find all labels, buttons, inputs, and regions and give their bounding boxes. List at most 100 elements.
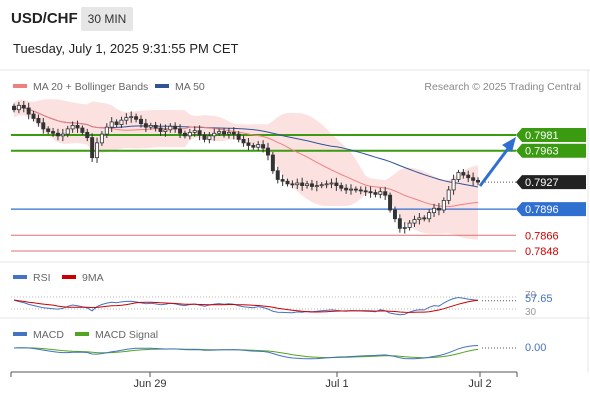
datetime-label: Tuesday, July 1, 2025 9:31:55 PM CET: [13, 41, 239, 56]
candle: [129, 111, 134, 123]
candle-body: [129, 116, 134, 119]
candle-body: [21, 104, 26, 109]
candle: [417, 213, 422, 225]
candle-body: [55, 132, 60, 137]
candle: [212, 128, 217, 141]
candle: [300, 177, 305, 191]
level-label-0.7981: 0.7981: [525, 130, 559, 142]
candle: [202, 131, 207, 143]
symbol-title: USD/CHF: [11, 10, 78, 27]
candle-body: [80, 127, 85, 133]
candle: [143, 118, 148, 132]
candle: [456, 169, 461, 183]
credit-label: Research © 2025 Trading Central: [424, 81, 581, 93]
candle: [192, 126, 197, 137]
candle: [329, 178, 334, 189]
candle: [158, 123, 163, 136]
candle: [85, 128, 90, 142]
candle-body: [217, 131, 222, 134]
candle: [226, 128, 231, 139]
candle: [261, 140, 266, 153]
candle-body: [187, 131, 192, 137]
levels-layer: 0.7981 0.7963 0.7927 0.7896 0.7866 0.7848: [11, 128, 586, 258]
candle: [265, 142, 270, 161]
candle-body: [339, 185, 344, 189]
candle: [182, 130, 187, 139]
candle-body: [90, 137, 95, 159]
level-label-0.7963: 0.7963: [525, 146, 559, 158]
candle: [21, 100, 26, 113]
candle: [407, 220, 412, 231]
candle-body: [265, 147, 270, 156]
rsi-ma-line: [13, 299, 479, 313]
candle-body: [471, 177, 476, 181]
candle: [422, 215, 427, 222]
candle-body: [392, 209, 397, 220]
candle: [217, 128, 222, 136]
candle: [197, 125, 202, 141]
forecast-arrow-head: [502, 137, 516, 152]
candle: [383, 186, 388, 200]
forecast-arrow-layer: [478, 137, 516, 187]
candles-layer: [12, 100, 480, 234]
ma20-legend-swatch: [13, 84, 27, 88]
level-tag-0.7896: [516, 202, 586, 217]
candle-body: [46, 128, 51, 132]
ma50-legend-swatch: [155, 84, 169, 88]
candle-body: [51, 131, 56, 134]
rsi-level-high: 70: [525, 290, 537, 301]
candle-body: [182, 132, 187, 137]
candle: [124, 113, 129, 125]
candle: [378, 187, 383, 199]
candle: [368, 186, 373, 198]
candle-body: [427, 212, 432, 220]
candle: [60, 128, 65, 142]
candle: [139, 115, 143, 128]
candle-body: [422, 217, 427, 220]
candle-body: [109, 121, 114, 128]
candle-body: [26, 107, 31, 115]
x-tick-label: Jun 29: [133, 378, 166, 390]
candle: [46, 126, 51, 135]
candle-body: [397, 218, 402, 229]
candle-body: [173, 125, 178, 130]
candle-body: [104, 126, 109, 135]
level-label-0.7896: 0.7896: [525, 204, 559, 216]
candle-body: [412, 219, 417, 224]
candle: [153, 121, 158, 132]
candle-body: [36, 118, 41, 124]
candle: [70, 121, 75, 133]
ma20-line: [13, 106, 479, 208]
candle-body: [353, 188, 358, 191]
candle: [451, 174, 456, 195]
candle: [65, 125, 70, 138]
candle-body: [334, 182, 339, 186]
candle: [344, 184, 349, 194]
candle-body: [295, 182, 300, 186]
candle: [36, 114, 41, 127]
candle-body: [143, 123, 148, 128]
candle: [241, 135, 246, 147]
candle: [305, 180, 310, 189]
candle: [349, 184, 353, 195]
candle-body: [178, 128, 183, 134]
candle: [109, 117, 114, 132]
candle: [334, 177, 339, 191]
candle-body: [456, 172, 461, 180]
candle-body: [12, 105, 16, 111]
candle: [231, 127, 236, 140]
candle-body: [148, 125, 153, 128]
candle-body: [163, 129, 168, 132]
timeframe-badge[interactable]: 30 MIN: [81, 7, 133, 31]
candle: [432, 203, 437, 217]
candle: [207, 131, 212, 144]
candle-body: [197, 130, 202, 136]
candle-body: [388, 194, 393, 211]
candle-body: [417, 217, 422, 221]
forecast-arrow-shaft: [478, 145, 512, 187]
candle: [319, 182, 324, 189]
candle-body: [349, 188, 353, 191]
candle-body: [451, 179, 456, 191]
macd-value-label: 0.00: [525, 342, 546, 354]
